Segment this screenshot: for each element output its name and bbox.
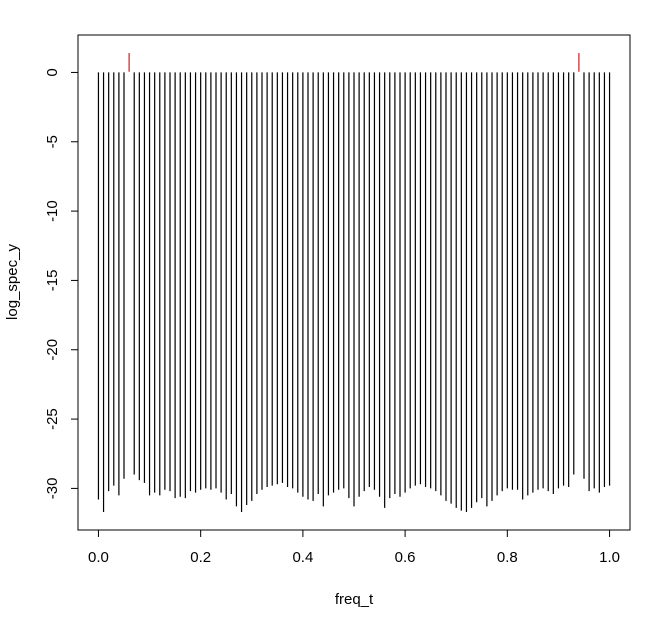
y-tick-label: -30 — [44, 478, 61, 500]
x-tick-label: 0.4 — [292, 549, 313, 566]
y-tick-label: -15 — [44, 270, 61, 292]
y-tick-label: 0 — [44, 68, 61, 76]
y-tick-label: -25 — [44, 408, 61, 430]
x-tick-label: 0.6 — [395, 549, 416, 566]
y-axis: 0 -5 -10 -15 -20 -25 -30 — [44, 68, 79, 500]
x-tick-label: 0.8 — [497, 549, 518, 566]
spectrum-lines — [97, 53, 611, 512]
y-tick-label: -10 — [44, 200, 61, 222]
x-tick-label: 1.0 — [599, 549, 620, 566]
x-axis: 0.0 0.2 0.4 0.6 0.8 1.0 — [88, 529, 620, 566]
x-tick-label: 0.2 — [190, 549, 211, 566]
y-tick-label: -5 — [44, 135, 61, 148]
y-axis-label: log_spec_y — [4, 244, 21, 320]
x-tick-label: 0.0 — [88, 549, 109, 566]
y-tick-label: -20 — [44, 339, 61, 361]
x-axis-label: freq_t — [335, 591, 374, 608]
